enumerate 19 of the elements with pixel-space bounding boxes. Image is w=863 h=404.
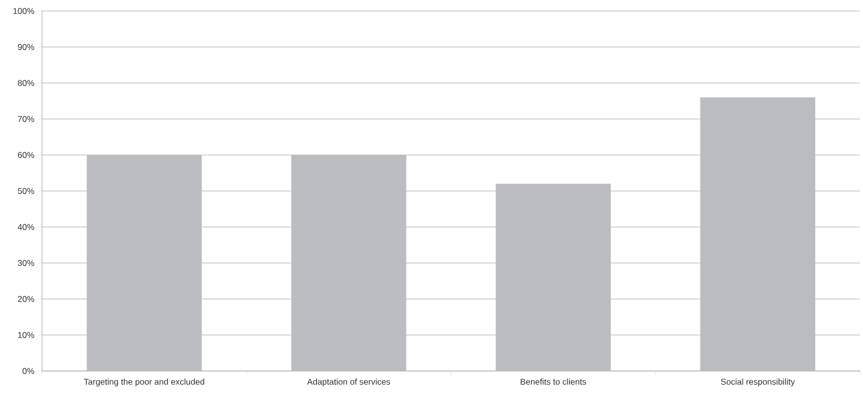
x-tick-label: Targeting the poor and excluded [84,378,204,386]
bar [291,154,406,371]
y-tick-label: 80% [18,80,34,86]
y-tick-label: 0% [22,368,34,374]
y-tick-label: 40% [18,224,34,230]
bar [700,97,816,371]
y-tick-label: 60% [18,152,34,158]
y-tick-label: 50% [18,188,34,194]
y-tick-label: 30% [18,260,34,266]
y-tick-label: 10% [18,332,34,338]
x-tick-label: Adaptation of services [307,378,390,386]
y-tick-label: 70% [18,116,34,122]
y-tick-label: 90% [18,44,34,50]
x-tick-label: Social responsibility [720,378,795,386]
bar [496,184,611,371]
y-tick-label: 20% [18,296,34,302]
y-tick-label: 100% [13,8,34,14]
bar [86,154,202,371]
x-tick-label: Benefits to clients [520,378,586,385]
